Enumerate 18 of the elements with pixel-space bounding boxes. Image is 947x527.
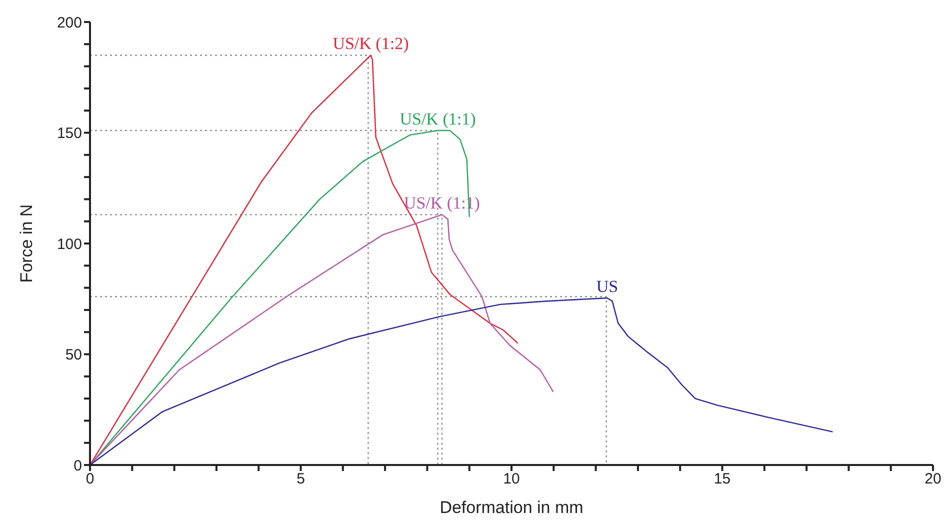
x-axis-title: Deformation in mm — [440, 498, 584, 517]
x-tick-label: 5 — [296, 470, 305, 488]
y-axis-title: Force in N — [17, 204, 36, 283]
x-tick-label: 0 — [86, 470, 94, 488]
line-series — [90, 214, 554, 465]
series-label: US — [596, 276, 618, 296]
line-series — [90, 54, 518, 465]
x-tick-label: 15 — [714, 470, 731, 488]
line-series — [90, 297, 834, 465]
x-tick-label: 20 — [924, 470, 942, 488]
y-tick-label: 200 — [56, 14, 82, 32]
series-label: US/K (1:1) — [400, 110, 476, 129]
y-tick-label: 50 — [65, 346, 82, 364]
y-tick-label: 100 — [56, 236, 82, 253]
y-tick-label: 150 — [56, 125, 82, 142]
y-tick-label: 0 — [74, 457, 82, 474]
series-label: US/K (1:2) — [332, 34, 409, 54]
x-tick-label: 10 — [503, 470, 520, 488]
